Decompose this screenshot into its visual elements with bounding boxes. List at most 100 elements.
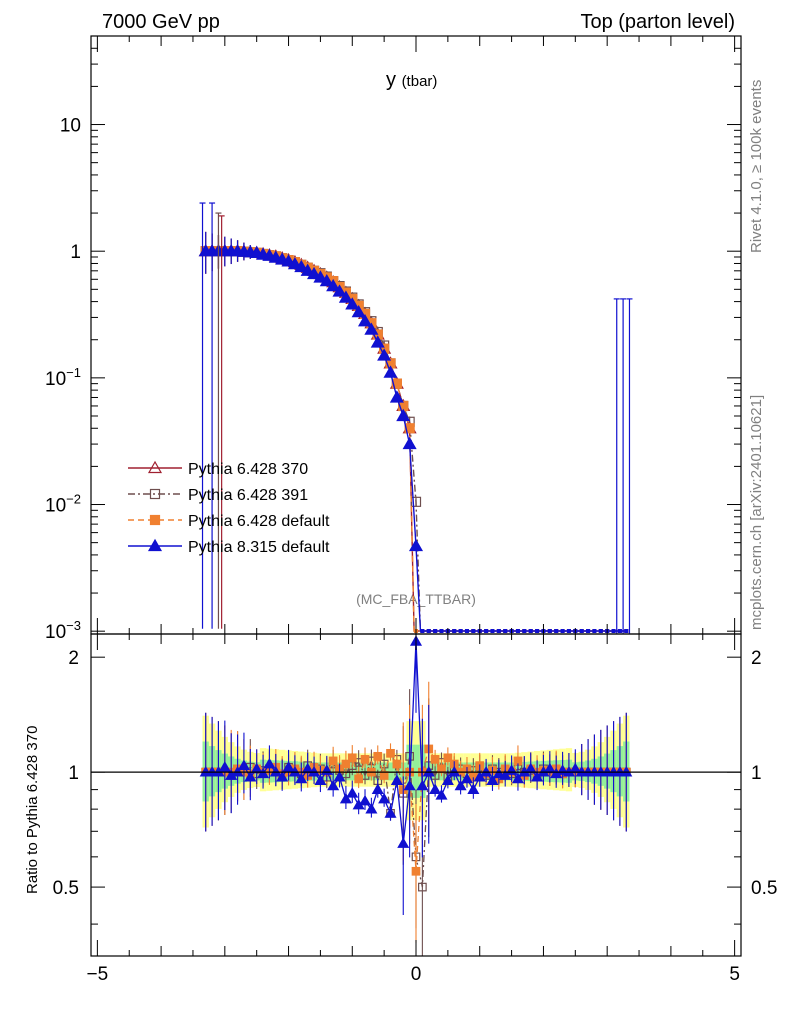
marker-triangle xyxy=(454,779,467,791)
marker-triangle xyxy=(384,807,397,818)
series-ratio-3 xyxy=(199,634,633,916)
legend-label: Pythia 8.315 default xyxy=(188,539,330,556)
main-series xyxy=(198,202,633,634)
band-green xyxy=(387,762,394,781)
floor-marker xyxy=(547,629,552,633)
marker-triangle xyxy=(269,765,282,777)
floor-marker xyxy=(598,629,603,633)
marker-square xyxy=(149,488,161,500)
marker-triangle xyxy=(282,761,295,772)
band-green xyxy=(412,744,420,798)
marker-triangle xyxy=(511,772,524,784)
marker-triangle xyxy=(358,794,372,806)
marker-triangle xyxy=(263,757,276,769)
floor-marker xyxy=(554,629,559,633)
xtick-label: 5 xyxy=(729,964,740,985)
ratio-ylabel: Ratio to Pythia 6.428 370 xyxy=(24,726,41,894)
marker-triangle xyxy=(257,767,270,779)
marker-triangle xyxy=(326,278,341,292)
marker-triangle xyxy=(422,765,435,777)
series-line xyxy=(205,250,627,632)
main-ytick-label: 10−1 xyxy=(45,365,81,390)
marker-triangle xyxy=(300,263,315,276)
marker-square xyxy=(404,423,415,434)
main-title-sub: (tbar) xyxy=(402,73,438,90)
marker-triangle xyxy=(237,759,250,770)
marker-square xyxy=(379,771,389,780)
floor-marker xyxy=(426,629,431,633)
tick-base: 1 xyxy=(70,242,81,263)
marker-triangle xyxy=(147,538,163,552)
series-line xyxy=(205,250,627,632)
ratio-ytick-label-right: 2 xyxy=(751,648,762,669)
marker-triangle xyxy=(313,270,328,283)
marker-triangle xyxy=(319,273,334,287)
floor-marker xyxy=(617,629,622,633)
floor-marker xyxy=(592,629,597,633)
marker-triangle xyxy=(499,769,512,780)
mcplots-label: mcplots.cern.ch [arXiv:2401.10621] xyxy=(748,395,765,630)
marker-square xyxy=(392,759,402,769)
legend: Pythia 6.428 370 Pythia 6.428 391 Pythia 6… xyxy=(128,460,330,556)
marker-square xyxy=(347,753,357,763)
marker-triangle xyxy=(383,365,398,378)
analysis-watermark: (MC_FBA_TTBAR) xyxy=(356,591,476,607)
floor-marker xyxy=(433,629,438,633)
floor-marker xyxy=(528,629,533,633)
marker-square xyxy=(373,751,383,761)
marker-triangle xyxy=(441,774,454,785)
floor-marker xyxy=(503,629,508,633)
main-ytick-label: 10 xyxy=(60,116,81,137)
marker-square xyxy=(411,866,421,876)
floor-marker xyxy=(515,629,520,633)
floor-marker xyxy=(535,629,540,633)
marker-square xyxy=(360,755,370,764)
marker-triangle xyxy=(408,538,424,552)
marker-square xyxy=(391,378,402,389)
marker-square xyxy=(410,496,422,507)
marker-triangle xyxy=(276,770,289,782)
floor-marker xyxy=(484,629,489,633)
header-right: Top (parton level) xyxy=(580,11,735,33)
marker-triangle xyxy=(307,266,322,280)
marker-triangle xyxy=(231,765,244,777)
legend-label: Pythia 6.428 391 xyxy=(188,487,308,504)
ratio-ytick-label-right: 1 xyxy=(751,763,762,784)
xtick-label: −5 xyxy=(87,964,109,985)
marker-triangle xyxy=(338,290,353,303)
marker-triangle xyxy=(327,779,340,791)
ratio-series xyxy=(199,634,633,956)
marker-triangle xyxy=(389,390,404,403)
marker-square xyxy=(443,753,453,763)
floor-marker xyxy=(566,629,571,633)
legend-label: Pythia 6.428 370 xyxy=(188,461,308,478)
marker-triangle xyxy=(460,772,474,784)
marker-square xyxy=(328,756,338,766)
legend-entry: Pythia 6.428 391 xyxy=(128,487,308,504)
tick-exponent: −2 xyxy=(66,492,81,507)
tick-base: 10 xyxy=(45,622,66,643)
marker-triangle xyxy=(492,767,505,779)
marker-triangle xyxy=(402,436,417,450)
tick-exponent: −3 xyxy=(66,618,81,633)
legend-label: Pythia 6.428 default xyxy=(188,513,330,530)
floor-marker xyxy=(624,629,629,633)
floor-marker xyxy=(458,629,463,633)
floor-marker xyxy=(439,629,444,633)
tick-base: 10 xyxy=(60,116,81,137)
marker-triangle xyxy=(364,322,379,335)
marker-triangle xyxy=(396,408,411,422)
marker-triangle xyxy=(480,765,493,777)
xtick-label: 0 xyxy=(411,964,422,985)
marker-square xyxy=(354,774,363,784)
marker-triangle xyxy=(332,284,347,297)
marker-triangle xyxy=(448,765,461,777)
marker-triangle xyxy=(147,460,163,474)
marker-square xyxy=(430,755,440,764)
series-ratio-2 xyxy=(201,681,631,943)
marker-square xyxy=(386,748,395,758)
tick-base: 10 xyxy=(45,496,66,517)
marker-triangle xyxy=(473,770,486,782)
marker-triangle xyxy=(308,765,321,777)
